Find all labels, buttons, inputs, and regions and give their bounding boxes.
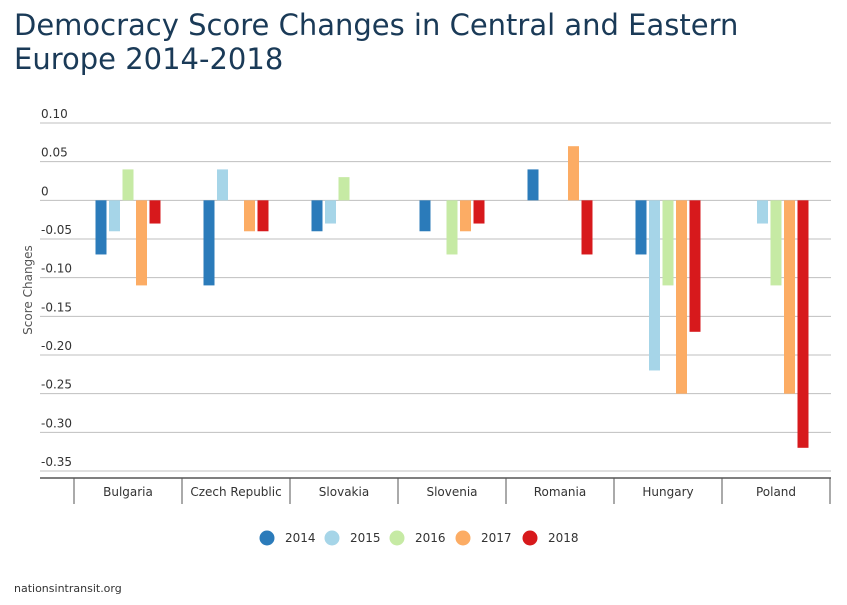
- y-tick-label: -0.25: [41, 378, 72, 392]
- bar-2014-czech-republic: [203, 200, 215, 286]
- legend-swatch: [522, 530, 538, 546]
- legend-label: 2014: [285, 531, 316, 545]
- y-tick-label: -0.20: [41, 339, 72, 353]
- legend-swatch: [389, 530, 405, 546]
- bar-2017-romania: [568, 146, 579, 201]
- y-tick-label: -0.30: [41, 416, 72, 430]
- bar-2015-hungary: [649, 200, 660, 371]
- bar-2016-slovakia: [338, 177, 350, 201]
- legend-item-2014[interactable]: 2014: [259, 530, 316, 546]
- y-axis-ticks: 0.10 0.05 0 -0.05 -0.10 -0.15 -0.20 -0.25 -0.30 -…: [41, 107, 72, 469]
- bar-2018-hungary: [689, 200, 701, 332]
- bar-2015-poland: [757, 200, 768, 224]
- chart-title: Democracy Score Changes in Central and E…: [14, 8, 739, 76]
- bar-2018-czech-republic: [257, 200, 269, 232]
- x-tick-label: Slovenia: [426, 485, 477, 499]
- source-note: nationsintransit.org: [14, 582, 122, 595]
- y-tick-label: 0.10: [41, 107, 68, 121]
- bar-2017-hungary: [676, 200, 687, 394]
- legend-label: 2015: [350, 531, 381, 545]
- legend-label: 2017: [481, 531, 512, 545]
- legend-item-2016[interactable]: 2016: [389, 530, 446, 546]
- bar-2015-bulgaria: [109, 200, 120, 232]
- bar-2017-bulgaria: [136, 200, 147, 286]
- bar-2014-slovenia: [419, 200, 431, 232]
- legend: 2014 2015 2016 2017 2018: [259, 530, 579, 546]
- x-tick-label: Bulgaria: [103, 485, 153, 499]
- x-tick-label: Czech Republic: [190, 485, 281, 499]
- y-tick-label: -0.05: [41, 223, 72, 237]
- x-axis: Bulgaria Czech Republic Slovakia Slovenia Ro…: [40, 477, 831, 504]
- bar-2014-hungary: [635, 200, 647, 255]
- bar-2016-hungary: [662, 200, 674, 286]
- bar-2014-bulgaria: [95, 200, 107, 255]
- legend-item-2015[interactable]: 2015: [324, 530, 381, 546]
- bar-2015-slovakia: [325, 200, 336, 224]
- y-tick-label: 0: [41, 184, 49, 198]
- y-tick-label: -0.10: [41, 262, 72, 276]
- x-tick-label: Poland: [756, 485, 796, 499]
- legend-swatch: [455, 530, 471, 546]
- bar-2016-bulgaria: [122, 169, 134, 201]
- legend-label: 2018: [548, 531, 579, 545]
- bar-2018-bulgaria: [149, 200, 161, 224]
- bar-2017-poland: [784, 200, 795, 394]
- legend-label: 2016: [415, 531, 446, 545]
- y-axis-title: Score Changes: [21, 245, 35, 335]
- bar-2015-czech-republic: [217, 169, 228, 201]
- x-tick-label: Romania: [534, 485, 586, 499]
- gridlines: [40, 122, 831, 472]
- y-tick-label: 0.05: [41, 146, 68, 160]
- bar-2018-slovenia: [473, 200, 485, 224]
- bar-2016-slovenia: [446, 200, 458, 255]
- bar-2014-romania: [527, 169, 539, 201]
- legend-swatch: [324, 530, 340, 546]
- bar-2017-slovenia: [460, 200, 471, 232]
- legend-swatch: [259, 530, 275, 546]
- legend-item-2018[interactable]: 2018: [522, 530, 579, 546]
- bar-2018-poland: [797, 200, 809, 448]
- bar-2014-slovakia: [311, 200, 323, 232]
- bars: [95, 146, 809, 448]
- y-tick-label: -0.15: [41, 300, 72, 314]
- bar-2018-romania: [581, 200, 593, 255]
- bar-2016-poland: [770, 200, 782, 286]
- bar-2017-czech-republic: [244, 200, 255, 232]
- x-tick-label: Hungary: [642, 485, 693, 499]
- y-tick-label: -0.35: [41, 455, 72, 469]
- x-tick-label: Slovakia: [319, 485, 369, 499]
- legend-item-2017[interactable]: 2017: [455, 530, 512, 546]
